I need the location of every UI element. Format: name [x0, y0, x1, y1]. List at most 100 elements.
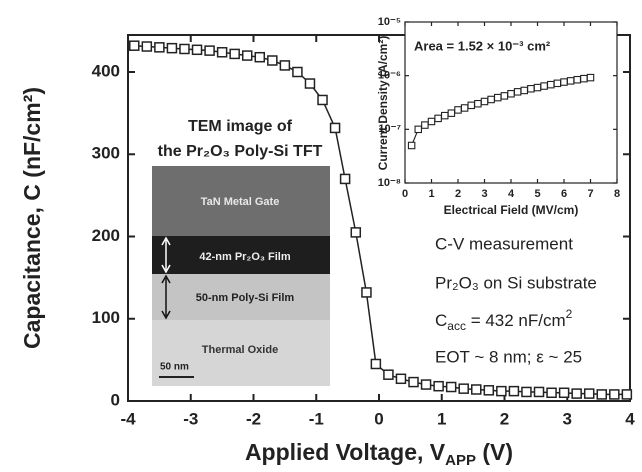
scale-bar-label: 50 nm — [160, 362, 189, 373]
data-point — [442, 112, 448, 118]
data-point — [243, 51, 252, 60]
data-point — [422, 380, 431, 389]
data-point — [142, 42, 151, 51]
data-point — [396, 374, 405, 383]
inset-y-label: Current Density (A/cm²) — [376, 36, 390, 171]
data-point — [554, 80, 560, 86]
data-point — [455, 107, 461, 113]
annotation: Pr₂O₃ on Si substrate — [435, 273, 597, 292]
y-tick-label: 0 — [111, 390, 120, 409]
data-point — [574, 77, 580, 83]
data-point — [461, 105, 467, 111]
annotation-main: C — [435, 311, 447, 330]
data-point — [434, 382, 443, 391]
annotation-sup: 2 — [566, 307, 573, 321]
data-point — [415, 126, 421, 132]
data-point — [567, 78, 573, 84]
data-point — [585, 389, 594, 398]
x-tick-label: 2 — [500, 409, 509, 428]
data-point — [268, 56, 277, 65]
chart: Capacitance, C (nF/cm²) Applied Voltage,… — [0, 0, 642, 472]
data-point — [428, 118, 434, 124]
data-point — [193, 45, 202, 54]
data-point — [547, 388, 556, 397]
y-axis-label: Capacitance, C (nF/cm²) — [19, 87, 45, 349]
data-point — [475, 101, 481, 107]
layer-label: 50-nm Poly-Si Film — [196, 292, 295, 304]
annotation: Cacc = 432 nF/cm2 — [435, 307, 573, 333]
inset-annotation: Area = 1.52 × 10⁻³ cm² — [414, 38, 551, 53]
x-tick-label: 3 — [481, 188, 487, 200]
data-point — [572, 389, 581, 398]
data-point — [180, 44, 189, 53]
data-point — [560, 388, 569, 397]
data-point — [535, 387, 544, 396]
data-point — [548, 81, 554, 87]
data-point — [384, 370, 393, 379]
annotation-rest: = 432 nF/cm — [466, 311, 566, 330]
y-tick-label: 10⁻⁷ — [378, 123, 401, 135]
y-tick-label: 200 — [92, 226, 120, 245]
data-point — [508, 91, 514, 97]
data-point — [472, 385, 481, 394]
data-point — [597, 390, 606, 399]
data-point — [331, 123, 340, 132]
page: {"chart_data": { "type": "line", "y_labe… — [0, 0, 642, 472]
layer-label: 42-nm Pr₂O₃ Film — [199, 251, 290, 263]
data-point — [495, 94, 501, 100]
data-point — [305, 79, 314, 88]
data-point — [351, 228, 360, 237]
x-tick-label: -2 — [246, 409, 261, 428]
tem-image: TaN Metal Gate 42-nm Pr₂O₃ Film 50-nm Po… — [152, 166, 330, 386]
y-tick-label: 10⁻⁸ — [378, 177, 401, 189]
data-point — [522, 387, 531, 396]
tem-title: the Pr₂O₃ Poly-Si TFT — [158, 143, 323, 160]
data-point — [501, 93, 507, 99]
layer-label: Thermal Oxide — [202, 344, 278, 356]
data-point — [435, 115, 441, 121]
data-point — [218, 48, 227, 57]
data-point — [447, 383, 456, 392]
data-point — [459, 384, 468, 393]
data-point — [371, 359, 380, 368]
data-point — [509, 387, 518, 396]
data-point — [422, 122, 428, 128]
data-point — [468, 102, 474, 108]
x-tick-label: -1 — [309, 409, 324, 428]
x-tick-label: 5 — [534, 188, 540, 200]
data-point — [534, 84, 540, 90]
x-axis-label: Applied Voltage, VAPP (V) — [245, 439, 513, 469]
x-tick-label: -4 — [120, 409, 136, 428]
data-point — [130, 41, 139, 50]
x-tick-label: 4 — [508, 188, 515, 200]
inset-x-label: Electrical Field (MV/cm) — [444, 203, 579, 217]
x-tick-label: 1 — [428, 188, 434, 200]
data-point — [448, 110, 454, 116]
data-point — [561, 79, 567, 85]
data-point — [293, 68, 302, 77]
data-point — [230, 49, 239, 58]
x-tick-label: 3 — [563, 409, 572, 428]
annotation-sub: acc — [447, 319, 466, 333]
data-point — [622, 390, 631, 399]
data-point — [409, 378, 418, 387]
data-point — [362, 288, 371, 297]
data-point — [581, 75, 587, 81]
annotation: EOT ~ 8 nm; ε ~ 25 — [435, 347, 582, 366]
data-point — [280, 61, 289, 70]
y-tick-label: 400 — [92, 61, 120, 80]
x-tick-label: 8 — [614, 188, 620, 200]
data-point — [155, 43, 164, 52]
y-tick-label: 10⁻⁶ — [378, 70, 401, 82]
data-point — [255, 53, 264, 62]
data-point — [318, 95, 327, 104]
y-tick-label: 10⁻⁵ — [378, 16, 401, 28]
data-point — [488, 96, 494, 102]
y-tick-label: 100 — [92, 308, 120, 327]
x-tick-label: 2 — [455, 188, 461, 200]
data-point — [587, 74, 593, 80]
data-point — [514, 89, 520, 95]
tem-title: TEM image of — [188, 118, 293, 135]
annotation: C-V measurement — [435, 234, 573, 253]
data-point — [497, 387, 506, 396]
